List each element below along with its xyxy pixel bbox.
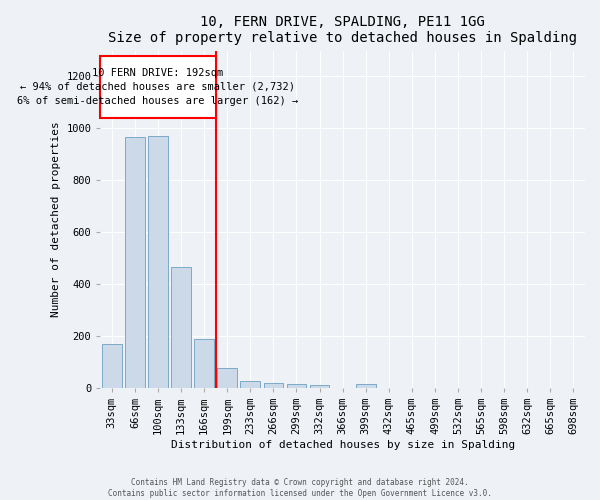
Bar xyxy=(310,386,329,388)
Y-axis label: Number of detached properties: Number of detached properties xyxy=(50,122,61,317)
Bar xyxy=(100,56,215,118)
Bar xyxy=(356,384,376,388)
Text: 10 FERN DRIVE: 192sqm
← 94% of detached houses are smaller (2,732)
6% of semi-de: 10 FERN DRIVE: 192sqm ← 94% of detached … xyxy=(17,68,299,106)
Title: 10, FERN DRIVE, SPALDING, PE11 1GG
Size of property relative to detached houses : 10, FERN DRIVE, SPALDING, PE11 1GG Size … xyxy=(108,15,577,45)
Bar xyxy=(194,338,214,388)
X-axis label: Distribution of detached houses by size in Spalding: Distribution of detached houses by size … xyxy=(170,440,515,450)
Text: Contains HM Land Registry data © Crown copyright and database right 2024.
Contai: Contains HM Land Registry data © Crown c… xyxy=(108,478,492,498)
Bar xyxy=(217,368,237,388)
Bar xyxy=(102,344,122,388)
Bar xyxy=(287,384,306,388)
Bar xyxy=(125,136,145,388)
Bar xyxy=(148,136,168,388)
Bar xyxy=(171,267,191,388)
Bar xyxy=(241,380,260,388)
Bar xyxy=(263,382,283,388)
